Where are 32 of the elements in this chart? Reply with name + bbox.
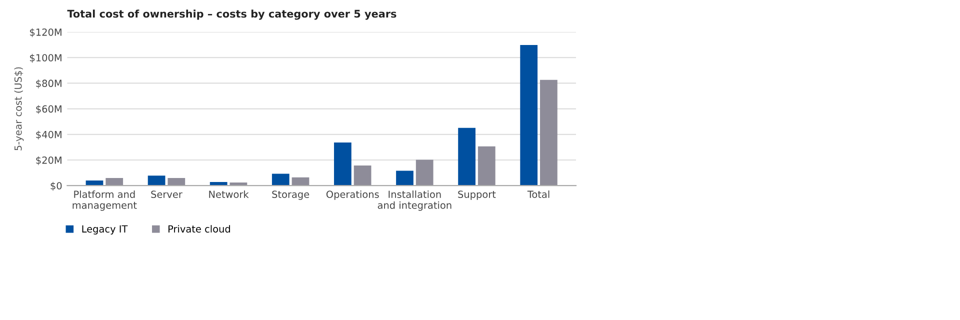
y-tick-label: $80M [36, 80, 62, 88]
bar [272, 174, 290, 186]
y-tick-label: $0 [50, 182, 62, 191]
x-tick-label: Storage [272, 190, 310, 200]
x-tick-label: Server [151, 190, 182, 198]
legend-label: Legacy IT [82, 225, 128, 234]
chart-title: Total cost of ownership – costs by category over 5 years [67, 10, 396, 20]
y-tick-label: $100M [30, 54, 62, 63]
y-tick-label: $20M [36, 156, 62, 166]
x-tick-label: Support [458, 190, 496, 200]
x-tick-label: Total [527, 190, 550, 198]
bar [292, 177, 310, 186]
bar [540, 80, 558, 186]
x-tick-label: Platform and management [72, 190, 137, 211]
bar [334, 142, 352, 186]
x-tick-label: Network [209, 190, 249, 198]
y-axis-title: 5-year cost (US$) [14, 67, 24, 150]
bar [520, 45, 538, 186]
y-tick-label: $120M [30, 28, 62, 38]
bar [396, 170, 414, 186]
bar [148, 176, 166, 186]
bar [168, 178, 186, 186]
legend-label: Private cloud [168, 225, 230, 233]
bar [458, 128, 476, 186]
bar [478, 146, 496, 186]
y-tick-label: $60M [36, 105, 62, 114]
x-tick-label: Installation and integration [378, 190, 452, 211]
y-tick-label: $40M [36, 130, 62, 140]
bar [106, 178, 124, 186]
x-tick-label: Operations [326, 190, 379, 200]
bar [354, 166, 372, 186]
bar [416, 160, 434, 186]
